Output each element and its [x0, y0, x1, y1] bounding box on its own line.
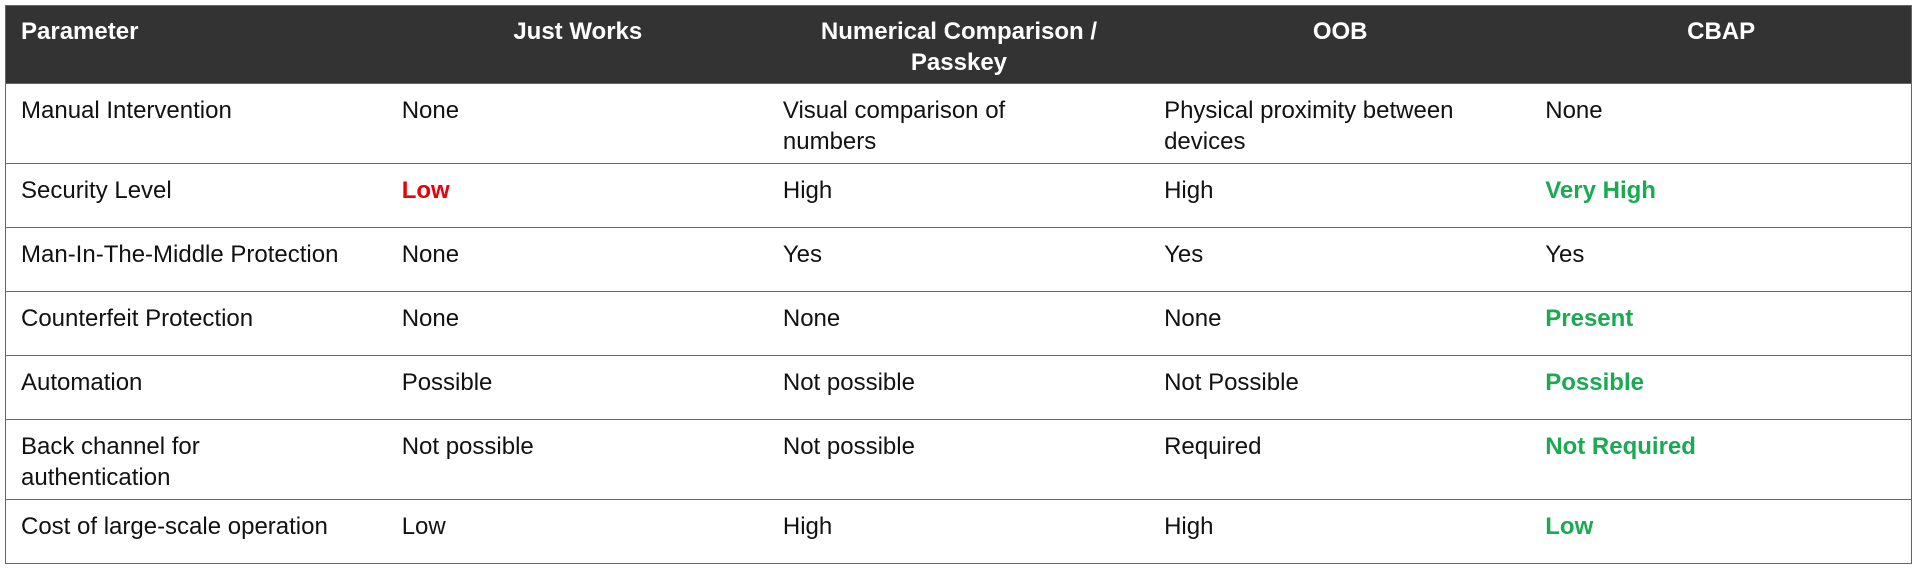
column-header: CBAP [1530, 5, 1912, 84]
cell-text: None [401, 241, 460, 268]
table-cell: None [386, 227, 768, 292]
cell-line: devices [1164, 128, 1246, 155]
cell-text: None [1545, 97, 1603, 124]
row-header: Man-In-The-Middle Protection [5, 227, 387, 292]
cell-text: None [401, 97, 460, 124]
cell-text: Not possible [782, 433, 915, 460]
table-body: Manual Intervention None Visual comparison… [5, 83, 1912, 564]
column-header-text: Parameter [21, 18, 139, 45]
table-cell: Not possible [767, 419, 1150, 500]
table-cell: High [1149, 499, 1531, 564]
row-header-text: Manual Intervention [21, 97, 232, 124]
comparison-table: Parameter Just Works Numerical Comparison … [5, 5, 1912, 564]
table-row: Automation Possible Not possible Not Possib… [5, 355, 1912, 420]
row-header: Security Level [5, 163, 387, 228]
table-cell: Not Required [1530, 419, 1912, 500]
table-row: Manual Intervention None Visual comparison… [5, 83, 1912, 164]
table-cell: High [1149, 163, 1531, 228]
table-cell: Low [386, 499, 768, 564]
table-cell: Not possible [767, 355, 1150, 420]
table-cell: Not possible [386, 419, 768, 500]
row-header-text: Security Level [21, 177, 172, 204]
cell-line: Visual comparison of [782, 97, 1006, 124]
column-header-line: Numerical Comparison / [820, 18, 1097, 45]
cell-text: Yes [1545, 241, 1585, 268]
cell-text: Not Required [1545, 433, 1696, 460]
cell-text: High [782, 513, 833, 540]
table-cell: Required [1149, 419, 1531, 500]
row-header: Back channel for authentication [5, 419, 387, 500]
table-cell: Yes [1530, 227, 1912, 292]
cell-text: Not Possible [1164, 369, 1299, 396]
column-header: Parameter [5, 5, 387, 84]
table-cell: None [386, 291, 768, 356]
table-cell: Possible [1530, 355, 1912, 420]
table-cell: Not Possible [1149, 355, 1531, 420]
table-cell: Visual comparison of numbers [767, 83, 1150, 164]
table-cell: Very High [1530, 163, 1912, 228]
column-header-text: CBAP [1687, 18, 1756, 45]
cell-text: Yes [1164, 241, 1204, 268]
row-header-line: authentication [21, 464, 171, 491]
cell-text: Possible [401, 369, 493, 396]
table-cell: High [767, 499, 1150, 564]
row-header: Manual Intervention [5, 83, 387, 164]
column-header-line: Passkey [910, 49, 1008, 76]
table-row: Security Level Low High High Very High [5, 163, 1912, 228]
column-header: Numerical Comparison / Passkey [767, 5, 1150, 84]
table-cell: Possible [386, 355, 768, 420]
table-row: Counterfeit Protection None None None Presen… [5, 291, 1912, 356]
table-cell: None [386, 83, 768, 164]
table-cell: Yes [767, 227, 1150, 292]
table-cell: High [767, 163, 1150, 228]
table-cell: None [1149, 291, 1531, 356]
row-header: Automation [5, 355, 387, 420]
cell-text: High [1164, 177, 1214, 204]
cell-text: Low [1545, 513, 1594, 540]
cell-text: High [1164, 513, 1214, 540]
table-cell: Low [1530, 499, 1912, 564]
cell-text: Required [1164, 433, 1262, 460]
column-header-text: Just Works [513, 18, 643, 45]
cell-text: Very High [1545, 177, 1656, 204]
table-cell: Low [386, 163, 768, 228]
table-cell: Present [1530, 291, 1912, 356]
row-header-text: Counterfeit Protection [21, 305, 254, 332]
header-row: Parameter Just Works Numerical Comparison … [5, 5, 1912, 84]
column-header: Just Works [386, 5, 768, 84]
cell-text: Possible [1545, 369, 1644, 396]
cell-text: None [782, 305, 841, 332]
table-cell: Physical proximity between devices [1149, 83, 1531, 164]
column-header: OOB [1149, 5, 1531, 84]
table-row: Cost of large-scale operation Low High High… [5, 499, 1912, 564]
table-row: Back channel for authentication Not possib… [5, 419, 1912, 500]
cell-text: Present [1545, 305, 1634, 332]
row-header-text: Cost of large-scale operation [21, 513, 328, 540]
cell-text: Low [401, 177, 450, 204]
table-cell: None [1530, 83, 1912, 164]
cell-text: None [401, 305, 460, 332]
cell-text: Not possible [401, 433, 534, 460]
table-cell: Yes [1149, 227, 1531, 292]
cell-text: Not possible [782, 369, 915, 396]
row-header-text: Automation [21, 369, 143, 396]
cell-line: Physical proximity between [1164, 97, 1454, 124]
cell-text: Low [401, 513, 446, 540]
cell-text: High [782, 177, 833, 204]
row-header: Counterfeit Protection [5, 291, 387, 356]
table-row: Man-In-The-Middle Protection None Yes Yes Ye… [5, 227, 1912, 292]
row-header-line: Back channel for [21, 433, 200, 460]
table-cell: None [767, 291, 1150, 356]
table-header: Parameter Just Works Numerical Comparison … [5, 5, 1912, 84]
cell-text: None [1164, 305, 1222, 332]
row-header: Cost of large-scale operation [5, 499, 387, 564]
cell-line: numbers [782, 128, 877, 155]
column-header-text: OOB [1312, 18, 1368, 45]
row-header-text: Man-In-The-Middle Protection [21, 241, 339, 268]
cell-text: Yes [782, 241, 823, 268]
